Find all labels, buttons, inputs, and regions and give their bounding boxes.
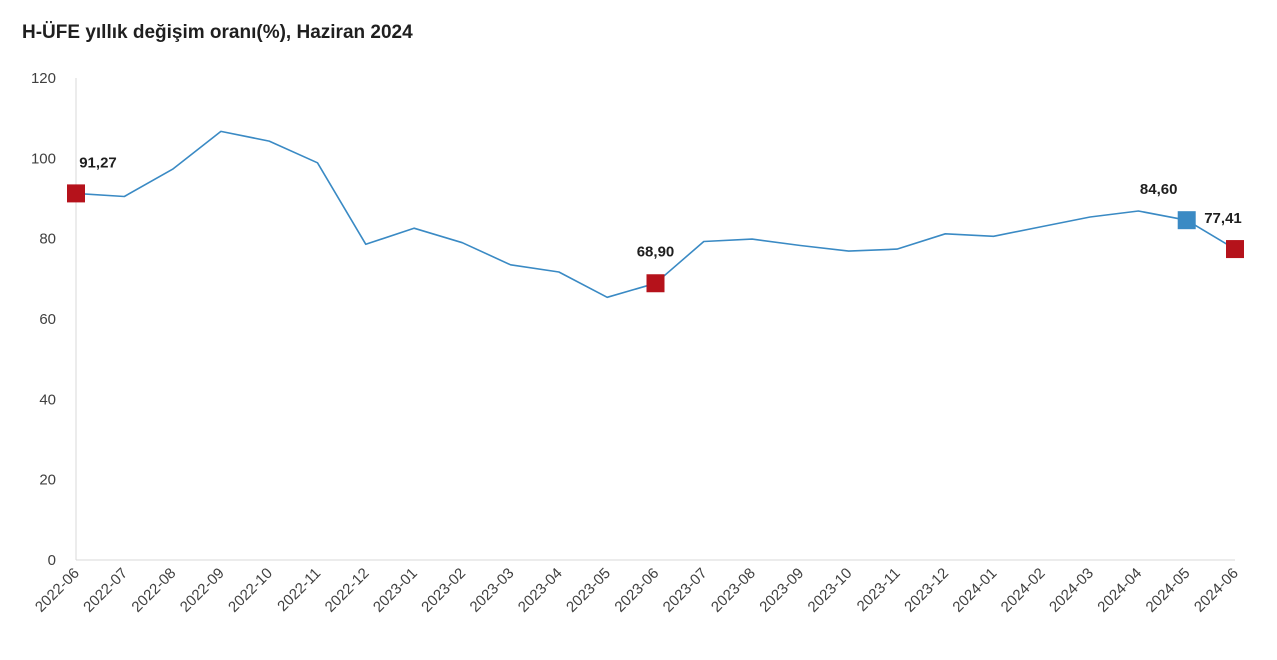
x-tick-label: 2024-04 — [1094, 565, 1145, 616]
data-label: 68,90 — [637, 243, 675, 260]
x-tick-label: 2022-08 — [128, 565, 179, 616]
x-tick-label: 2023-09 — [756, 565, 807, 616]
y-tick-label: 120 — [31, 70, 56, 87]
x-tick-label: 2023-02 — [418, 565, 469, 616]
x-axis-tick-labels: 2022-062022-072022-082022-092022-102022-… — [32, 565, 1242, 616]
data-label: 91,27 — [79, 154, 117, 171]
highlight-marker — [646, 274, 665, 293]
x-tick-label: 2022-11 — [274, 565, 324, 615]
x-tick-label: 2023-12 — [901, 565, 952, 616]
x-tick-label: 2024-05 — [1143, 565, 1194, 616]
x-tick-label: 2023-05 — [563, 565, 614, 616]
data-labels: 91,27 68,90 84,60 77,41 — [79, 154, 1242, 260]
y-tick-label: 80 — [39, 231, 56, 248]
chart-title: H-ÜFE yıllık değişim oranı(%), Haziran 2… — [22, 22, 413, 43]
x-tick-label: 2023-03 — [466, 565, 517, 616]
y-tick-label: 100 — [31, 150, 56, 167]
x-tick-label: 2023-10 — [805, 565, 856, 616]
highlight-marker — [67, 184, 85, 203]
x-tick-label: 2024-06 — [1191, 565, 1242, 616]
highlight-marker — [1226, 240, 1244, 259]
chart-axes — [75, 78, 1235, 561]
y-tick-label: 20 — [39, 472, 56, 489]
series-line — [75, 130, 1236, 299]
x-tick-label: 2024-03 — [1046, 565, 1097, 616]
x-tick-label: 2024-01 — [949, 565, 1000, 616]
x-tick-label: 2023-08 — [708, 565, 759, 616]
x-tick-label: 2022-09 — [177, 565, 228, 616]
series-line-group — [75, 130, 1236, 299]
highlight-marker — [1177, 211, 1196, 230]
y-axis-tick-labels: 0 20 40 60 80 100 120 — [31, 70, 56, 569]
x-tick-label: 2022-12 — [322, 565, 373, 616]
highlight-markers — [67, 184, 1244, 293]
x-tick-label: 2023-07 — [660, 565, 711, 616]
x-tick-label: 2022-07 — [80, 565, 131, 616]
x-tick-label: 2023-01 — [370, 565, 421, 616]
y-tick-label: 40 — [39, 391, 56, 408]
data-label: 84,60 — [1140, 181, 1178, 198]
y-tick-label: 0 — [48, 552, 56, 569]
data-label: 77,41 — [1204, 210, 1242, 227]
x-tick-label: 2023-04 — [515, 565, 566, 616]
x-tick-label: 2023-06 — [611, 565, 662, 616]
x-tick-label: 2023-11 — [854, 565, 904, 615]
x-tick-label: 2022-06 — [32, 565, 83, 616]
x-tick-label: 2022-10 — [225, 565, 276, 616]
y-tick-label: 60 — [39, 311, 56, 328]
x-tick-label: 2024-02 — [998, 565, 1049, 616]
